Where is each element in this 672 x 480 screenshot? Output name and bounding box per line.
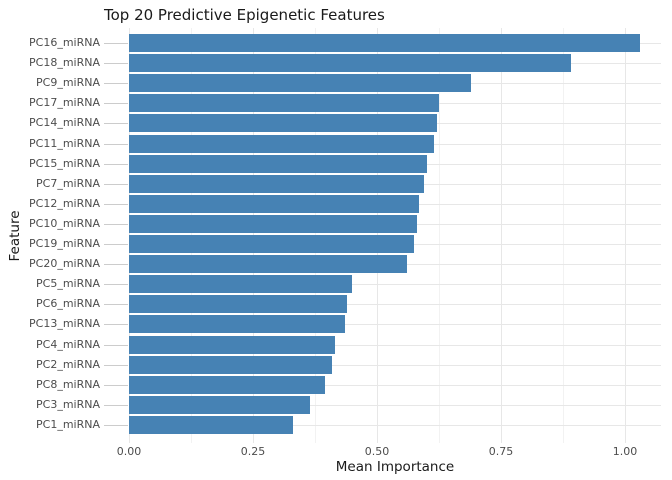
y-tick-label: PC10_miRNA (29, 217, 100, 230)
y-tick-mark (104, 204, 128, 205)
bar-PC6_miRNA (129, 295, 347, 313)
y-tick-mark (104, 63, 128, 64)
y-tick-mark (104, 345, 128, 346)
y-tick-mark (104, 264, 128, 265)
row-gridline (129, 284, 661, 285)
bar-PC19_miRNA (129, 235, 414, 253)
bar-PC2_miRNA (129, 356, 332, 374)
bar-PC10_miRNA (129, 215, 417, 233)
row-gridline (129, 385, 661, 386)
bar-PC20_miRNA (129, 255, 407, 273)
minor-gridline (439, 28, 440, 443)
x-axis-title: Mean Importance (335, 459, 455, 475)
y-tick-mark (104, 103, 128, 104)
y-tick-mark (104, 164, 128, 165)
y-tick-mark (104, 224, 128, 225)
x-tick-label: 0.25 (240, 445, 266, 458)
y-tick-label: PC16_miRNA (29, 36, 100, 49)
major-gridline (625, 28, 626, 443)
y-tick-label: PC8_miRNA (36, 378, 100, 391)
y-tick-mark (104, 365, 128, 366)
bar-PC11_miRNA (129, 135, 434, 153)
y-tick-mark (104, 304, 128, 305)
y-tick-label: PC4_miRNA (36, 338, 100, 351)
x-tick-label: 1.00 (612, 445, 638, 458)
y-tick-label: PC12_miRNA (29, 197, 100, 210)
y-tick-label: PC17_miRNA (29, 96, 100, 109)
bar-PC9_miRNA (129, 74, 471, 92)
y-tick-label: PC13_miRNA (29, 317, 100, 330)
y-tick-mark (104, 385, 128, 386)
y-tick-label: PC9_miRNA (36, 76, 100, 89)
y-tick-label: PC14_miRNA (29, 116, 100, 129)
row-gridline (129, 405, 661, 406)
y-tick-label: PC18_miRNA (29, 56, 100, 69)
bar-PC16_miRNA (129, 34, 640, 52)
y-tick-label: PC20_miRNA (29, 257, 100, 270)
bar-PC12_miRNA (129, 195, 419, 213)
row-gridline (129, 425, 661, 426)
y-tick-label: PC3_miRNA (36, 398, 100, 411)
major-gridline (501, 28, 502, 443)
bar-PC1_miRNA (129, 416, 293, 434)
bar-PC7_miRNA (129, 175, 424, 193)
x-tick-label: 0.75 (488, 445, 514, 458)
bar-PC4_miRNA (129, 336, 335, 354)
x-tick-label: 0.00 (116, 445, 142, 458)
y-tick-mark (104, 144, 128, 145)
bar-PC18_miRNA (129, 54, 571, 72)
y-tick-mark (104, 43, 128, 44)
y-tick-mark (104, 425, 128, 426)
y-tick-mark (104, 405, 128, 406)
bar-PC8_miRNA (129, 376, 325, 394)
y-tick-label: PC2_miRNA (36, 358, 100, 371)
minor-gridline (563, 28, 564, 443)
bar-PC15_miRNA (129, 155, 427, 173)
y-tick-label: PC15_miRNA (29, 157, 100, 170)
y-tick-label: PC1_miRNA (36, 418, 100, 431)
y-tick-mark (104, 123, 128, 124)
plot-panel (129, 28, 661, 443)
bar-PC5_miRNA (129, 275, 352, 293)
y-tick-mark (104, 324, 128, 325)
y-tick-mark (104, 284, 128, 285)
y-tick-label: PC11_miRNA (29, 137, 100, 150)
bar-PC14_miRNA (129, 114, 437, 132)
y-tick-label: PC19_miRNA (29, 237, 100, 250)
y-tick-label: PC6_miRNA (36, 297, 100, 310)
y-tick-mark (104, 244, 128, 245)
row-gridline (129, 365, 661, 366)
bar-PC17_miRNA (129, 94, 439, 112)
row-gridline (129, 304, 661, 305)
bar-PC13_miRNA (129, 315, 345, 333)
y-tick-label: PC7_miRNA (36, 177, 100, 190)
y-tick-mark (104, 83, 128, 84)
row-gridline (129, 324, 661, 325)
bar-PC3_miRNA (129, 396, 310, 414)
x-tick-label: 0.50 (364, 445, 390, 458)
y-tick-mark (104, 184, 128, 185)
y-tick-label: PC5_miRNA (36, 277, 100, 290)
row-gridline (129, 345, 661, 346)
chart-title: Top 20 Predictive Epigenetic Features (104, 6, 385, 24)
